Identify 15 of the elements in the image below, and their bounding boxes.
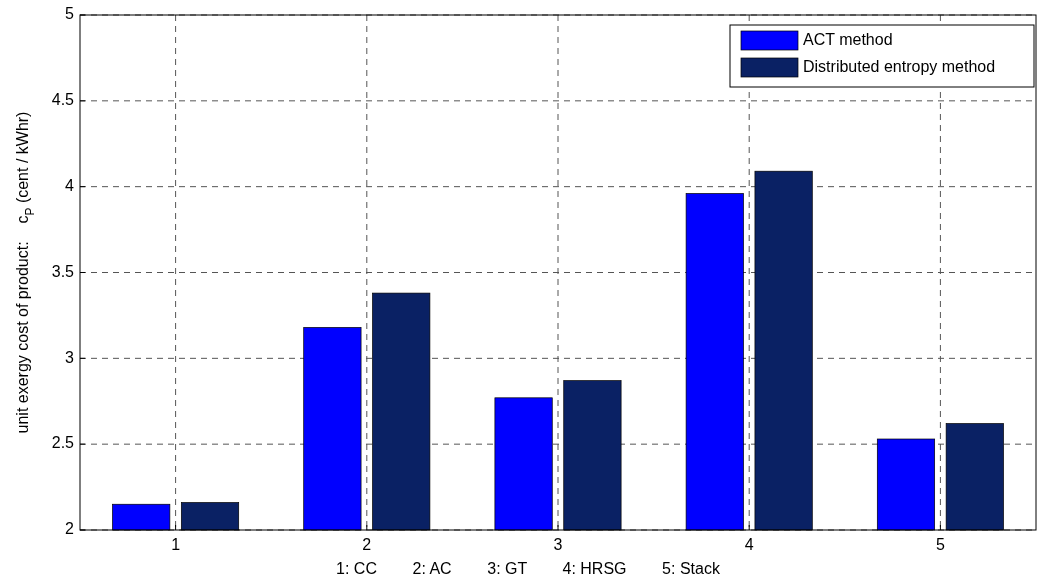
y-tick-label: 3.5	[51, 262, 75, 280]
x-tick-label: 5	[935, 536, 945, 554]
y-tick-label: 2.5	[51, 434, 75, 452]
legend-label: ACT method	[803, 31, 893, 49]
y-tick-label: 4	[65, 176, 75, 194]
x-tick-label: 3	[553, 536, 563, 554]
x-tick-label: 1	[171, 536, 181, 554]
y-tick-label: 3	[65, 348, 75, 366]
x-axis-title: 1: CC 2: AC 3: GT 4: HRSG 5: Stack	[336, 560, 721, 578]
legend-label: Distributed entropy method	[803, 58, 996, 76]
x-tick-label: 2	[362, 536, 372, 554]
y-tick-label: 2	[65, 520, 75, 538]
y-tick-label: 5	[65, 5, 75, 23]
x-tick-label: 4	[744, 536, 754, 554]
y-tick-label: 4.5	[51, 91, 75, 109]
